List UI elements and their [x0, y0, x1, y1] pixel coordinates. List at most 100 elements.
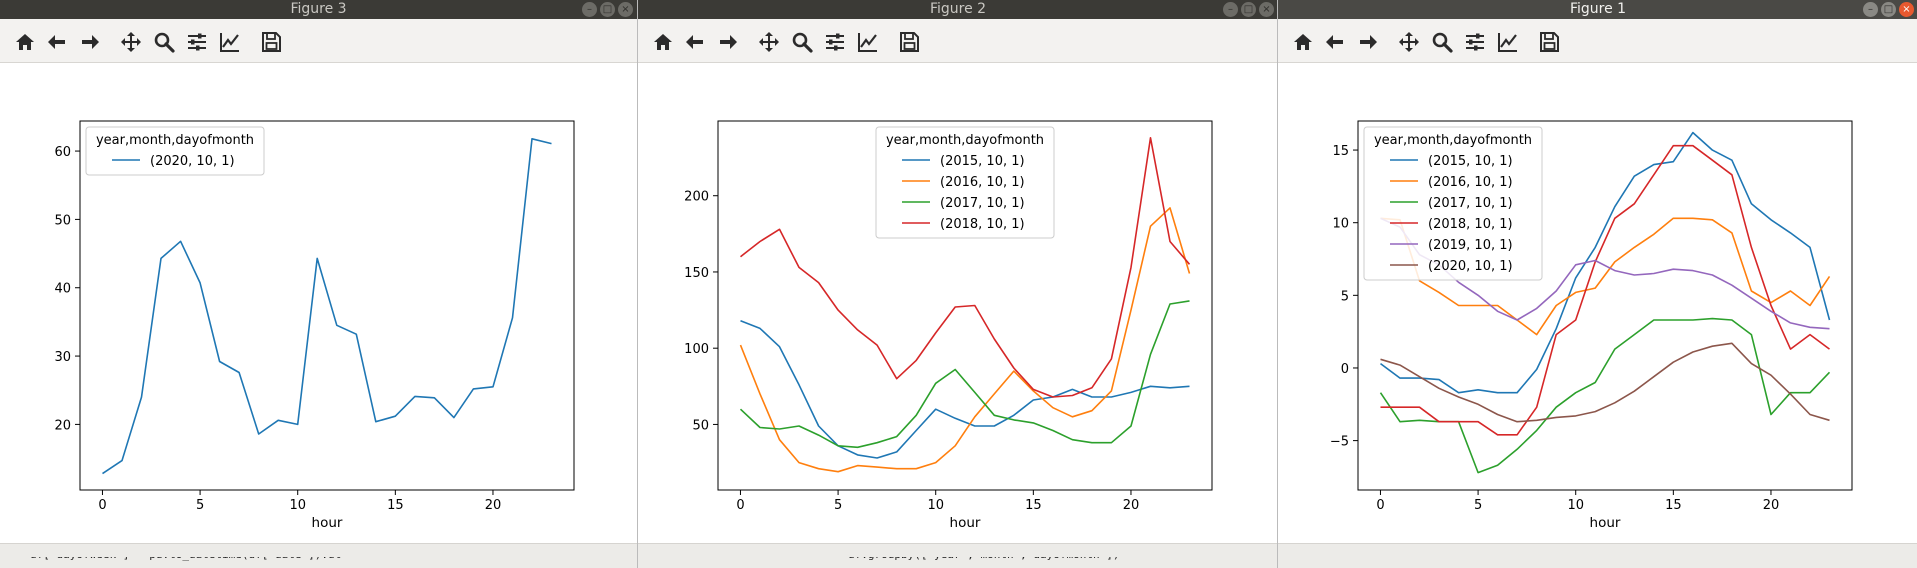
- figure-1-window: Figure 1 – □ × 0 5 10 15 20 −5 0 5 10 15 hour year,…: [1277, 0, 1917, 568]
- series-line-6: [1380, 342, 1830, 423]
- series-line-4: [1380, 144, 1830, 436]
- pan-icon[interactable]: [118, 29, 144, 55]
- series-line-4: [740, 137, 1191, 398]
- minimize-icon[interactable]: –: [582, 2, 597, 17]
- back-icon[interactable]: [682, 29, 708, 55]
- x-tick-label: 5: [834, 498, 842, 513]
- legend-entry-label: (2017, 10, 1): [940, 196, 1025, 211]
- close-icon[interactable]: ×: [1899, 2, 1914, 17]
- legend-entry-label: (2015, 10, 1): [940, 154, 1025, 169]
- y-tick-label: 100: [684, 342, 709, 357]
- figure-canvas[interactable]: 0 5 10 15 20 −5 0 5 10 15 hour year,month,dayofmont…: [1278, 63, 1917, 545]
- line-chart: 0 5 10 15 20 20 30 40 50 60 hour year,month,dayofmo…: [54, 120, 575, 531]
- toolbar: [0, 19, 637, 63]
- legend-entry-label: (2019, 10, 1): [1428, 238, 1513, 253]
- legend-title: year,month,dayofmonth: [886, 133, 1044, 148]
- y-tick-label: 40: [54, 282, 71, 297]
- minimize-icon[interactable]: –: [1223, 2, 1238, 17]
- legend-entry-label: (2015, 10, 1): [1428, 154, 1513, 169]
- save-icon[interactable]: [258, 29, 284, 55]
- title-bar[interactable]: Figure 1 – □ ×: [1278, 0, 1917, 19]
- home-icon[interactable]: [12, 29, 38, 55]
- legend: year,month,dayofmonth (2015, 10, 1) (2016,…: [875, 126, 1055, 239]
- x-axis-label: hour: [950, 515, 981, 531]
- window-title: Figure 1: [1569, 1, 1627, 17]
- x-tick-label: 10: [289, 498, 306, 513]
- figure-3-window: Figure 3 – □ × 0 5 10 15 20 20 30 40 50 60 hour yea…: [0, 0, 637, 568]
- x-tick-label: 15: [387, 498, 404, 513]
- title-bar[interactable]: Figure 3 – □ ×: [0, 0, 637, 19]
- maximize-icon[interactable]: □: [1241, 2, 1256, 17]
- pan-icon[interactable]: [1396, 29, 1422, 55]
- configure-subplots-icon[interactable]: [822, 29, 848, 55]
- save-icon[interactable]: [1536, 29, 1562, 55]
- y-tick-label: 15: [1332, 144, 1349, 159]
- legend-title: year,month,dayofmonth: [96, 133, 254, 148]
- close-icon[interactable]: ×: [1259, 2, 1274, 17]
- legend: year,month,dayofmonth (2015, 10, 1) (2016,…: [1363, 126, 1543, 281]
- terminal-strip: [1278, 543, 1917, 568]
- maximize-icon[interactable]: □: [600, 2, 615, 17]
- x-tick-label: 0: [736, 498, 744, 513]
- forward-icon[interactable]: [715, 29, 741, 55]
- y-tick-label: 50: [692, 418, 709, 433]
- zoom-icon[interactable]: [789, 29, 815, 55]
- maximize-icon[interactable]: □: [1881, 2, 1896, 17]
- close-icon[interactable]: ×: [618, 2, 633, 17]
- save-icon[interactable]: [896, 29, 922, 55]
- x-tick-label: 0: [1376, 498, 1384, 513]
- y-tick-label: 150: [684, 266, 709, 281]
- x-tick-label: 20: [1123, 498, 1140, 513]
- edit-axis-icon[interactable]: [855, 29, 881, 55]
- x-tick-label: 20: [1763, 498, 1780, 513]
- legend-entry-label: (2016, 10, 1): [940, 175, 1025, 190]
- pan-icon[interactable]: [756, 29, 782, 55]
- home-icon[interactable]: [1290, 29, 1316, 55]
- legend-title: year,month,dayofmonth: [1374, 133, 1532, 148]
- terminal-strip: df['dayofweek'] = pd.to_datetime(df['dat…: [0, 543, 637, 568]
- back-icon[interactable]: [44, 29, 70, 55]
- y-tick-label: 30: [54, 350, 71, 365]
- y-tick-label: 50: [54, 213, 71, 228]
- back-icon[interactable]: [1322, 29, 1348, 55]
- legend-entry-label: (2016, 10, 1): [1428, 175, 1513, 190]
- x-tick-label: 15: [1025, 498, 1042, 513]
- figure-canvas[interactable]: 0 5 10 15 20 50 100 150 200 hour year,month,dayofm…: [638, 63, 1278, 545]
- window-title: Figure 2: [929, 1, 987, 17]
- x-tick-label: 0: [98, 498, 106, 513]
- series-line-2: [739, 207, 1191, 473]
- home-icon[interactable]: [650, 29, 676, 55]
- zoom-icon[interactable]: [1429, 29, 1455, 55]
- series-line-2: [1380, 217, 1831, 336]
- toolbar: [1278, 19, 1917, 63]
- x-tick-label: 5: [196, 498, 204, 513]
- edit-axis-icon[interactable]: [217, 29, 243, 55]
- line-chart: 0 5 10 15 20 50 100 150 200 hour year,month,dayofm…: [684, 120, 1213, 531]
- legend-entry-label: (2018, 10, 1): [1428, 217, 1513, 232]
- edit-axis-icon[interactable]: [1495, 29, 1521, 55]
- title-bar[interactable]: Figure 2 – □ ×: [638, 0, 1278, 19]
- x-tick-label: 10: [927, 498, 944, 513]
- legend: year,month,dayofmonth (2020, 10, 1): [85, 126, 265, 176]
- legend-entry-label: (2020, 10, 1): [1428, 259, 1513, 274]
- series-line-3: [739, 300, 1190, 449]
- configure-subplots-icon[interactable]: [184, 29, 210, 55]
- forward-icon[interactable]: [77, 29, 103, 55]
- series-line-1: [740, 319, 1190, 459]
- legend-entry-label: (2018, 10, 1): [940, 217, 1025, 232]
- y-tick-label: 20: [54, 418, 71, 433]
- terminal-text: df['dayofweek'] = pd.to_datetime(df['dat…: [30, 548, 342, 561]
- line-chart: 0 5 10 15 20 −5 0 5 10 15 hour year,month,dayofmont…: [1330, 120, 1853, 531]
- zoom-icon[interactable]: [151, 29, 177, 55]
- figure-canvas[interactable]: 0 5 10 15 20 20 30 40 50 60 hour year,month,dayofmo…: [0, 63, 637, 545]
- x-tick-label: 10: [1567, 498, 1584, 513]
- x-tick-label: 15: [1665, 498, 1682, 513]
- series-line-1: [1380, 131, 1831, 394]
- forward-icon[interactable]: [1355, 29, 1381, 55]
- x-axis-label: hour: [312, 515, 343, 531]
- configure-subplots-icon[interactable]: [1462, 29, 1488, 55]
- y-tick-label: 10: [1332, 217, 1349, 232]
- terminal-strip: df.groupby(['year','month','dayofmonth']…: [638, 543, 1278, 568]
- y-tick-label: −5: [1330, 435, 1349, 450]
- minimize-icon[interactable]: –: [1863, 2, 1878, 17]
